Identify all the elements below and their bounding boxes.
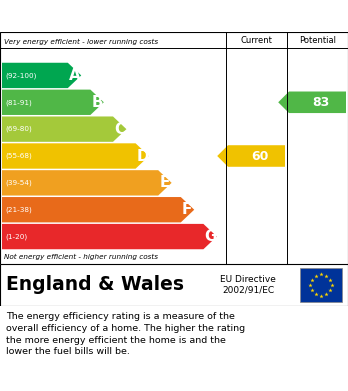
Text: A: A	[69, 68, 80, 83]
Polygon shape	[278, 91, 346, 113]
Polygon shape	[217, 145, 285, 167]
Text: Energy Efficiency Rating: Energy Efficiency Rating	[10, 10, 213, 25]
Text: D: D	[137, 149, 149, 163]
Text: 83: 83	[312, 96, 329, 109]
Text: E: E	[159, 175, 169, 190]
Polygon shape	[2, 170, 172, 196]
Text: (92-100): (92-100)	[5, 72, 37, 79]
Text: (1-20): (1-20)	[5, 233, 27, 240]
Text: 60: 60	[251, 149, 268, 163]
Text: (69-80): (69-80)	[5, 126, 32, 133]
Bar	[300, 268, 342, 302]
Polygon shape	[2, 224, 217, 249]
Text: G: G	[204, 229, 217, 244]
Text: Very energy efficient - lower running costs: Very energy efficient - lower running co…	[4, 39, 158, 45]
Polygon shape	[2, 143, 149, 169]
Polygon shape	[2, 90, 104, 115]
Text: Current: Current	[240, 36, 272, 45]
Text: Not energy efficient - higher running costs: Not energy efficient - higher running co…	[4, 254, 158, 260]
Text: (39-54): (39-54)	[5, 179, 32, 186]
Text: (21-38): (21-38)	[5, 206, 32, 213]
Text: (81-91): (81-91)	[5, 99, 32, 106]
Text: The energy efficiency rating is a measure of the
overall efficiency of a home. T: The energy efficiency rating is a measur…	[6, 312, 245, 357]
Text: Potential: Potential	[299, 36, 336, 45]
Polygon shape	[2, 63, 81, 88]
Text: (55-68): (55-68)	[5, 153, 32, 159]
Text: F: F	[182, 202, 192, 217]
Polygon shape	[2, 197, 194, 222]
Polygon shape	[2, 117, 126, 142]
Text: C: C	[114, 122, 125, 136]
Text: EU Directive
2002/91/EC: EU Directive 2002/91/EC	[220, 275, 276, 295]
Text: B: B	[92, 95, 103, 110]
Text: England & Wales: England & Wales	[6, 276, 184, 294]
